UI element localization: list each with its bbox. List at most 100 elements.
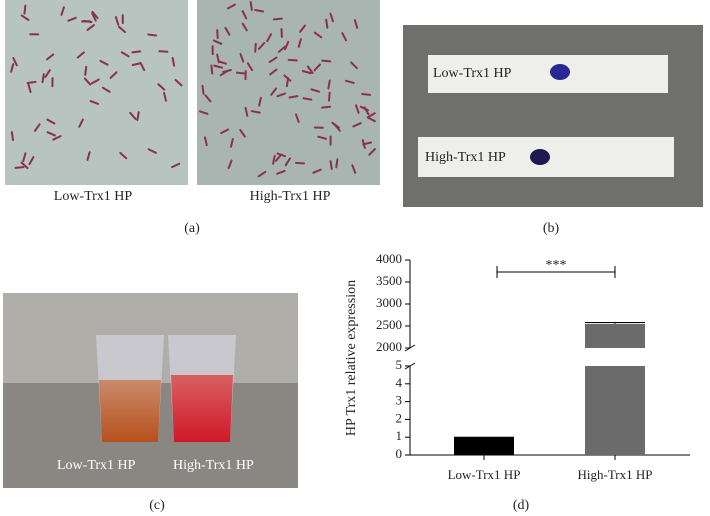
bacterium xyxy=(244,106,249,117)
bacterium xyxy=(46,118,56,125)
bacterium xyxy=(276,92,286,98)
bacterium xyxy=(353,19,359,29)
stain xyxy=(550,64,570,80)
bacterium xyxy=(302,97,313,101)
bacterium xyxy=(352,122,362,128)
bacterium xyxy=(109,71,118,79)
bacterium xyxy=(268,56,278,63)
bacterium xyxy=(198,110,209,115)
panel-label: (a) xyxy=(184,221,200,236)
bacterium xyxy=(235,71,246,75)
y-tick-label: 5 xyxy=(396,357,403,372)
bacterium xyxy=(23,4,27,15)
bacterium xyxy=(269,68,278,76)
bacterium xyxy=(67,16,77,22)
bacterium xyxy=(313,63,321,72)
y-tick-label: 3000 xyxy=(376,295,402,310)
bacterium xyxy=(355,104,360,114)
bacterium xyxy=(266,33,273,43)
bacterium xyxy=(20,14,30,21)
bacterium xyxy=(26,80,37,84)
bacterium xyxy=(254,8,265,13)
bacterium xyxy=(276,169,286,175)
cup-liquid xyxy=(99,380,161,442)
bacterium xyxy=(84,65,88,76)
bacterium xyxy=(210,64,214,75)
significance: *** xyxy=(546,258,567,273)
bacterium xyxy=(249,1,253,11)
bacterium xyxy=(366,116,376,123)
bacterium xyxy=(203,136,208,147)
bacterium xyxy=(86,151,91,161)
bacterium xyxy=(368,148,376,156)
bacterium xyxy=(277,45,287,53)
bacterium xyxy=(12,57,18,67)
bacterium xyxy=(272,154,276,165)
y-tick-label: 4000 xyxy=(376,251,402,266)
bacterium xyxy=(91,10,99,20)
bacterium xyxy=(297,38,302,48)
bacterium xyxy=(350,61,358,70)
bacterium xyxy=(329,12,334,23)
bacterium xyxy=(226,3,236,10)
bacterium xyxy=(327,91,331,102)
bacterium xyxy=(301,70,312,75)
bacterium xyxy=(250,110,261,114)
bacterium xyxy=(171,56,176,67)
bacterium xyxy=(325,18,329,29)
bacterium xyxy=(241,22,248,32)
bacterium xyxy=(254,42,257,53)
bacterium xyxy=(147,33,158,37)
bacterium xyxy=(246,62,254,72)
cup-liquid xyxy=(171,375,233,442)
bacterium xyxy=(28,156,35,166)
bacterium xyxy=(313,31,323,39)
bacterium xyxy=(117,25,127,33)
bacterium xyxy=(213,64,224,69)
bacterium xyxy=(136,111,140,122)
bacterium xyxy=(10,63,15,73)
bacterium xyxy=(321,59,332,63)
bacterium xyxy=(361,93,372,96)
x-tick-label: Low-Trx1 HP xyxy=(448,467,521,482)
bacterium xyxy=(341,32,348,42)
panel-label: (d) xyxy=(513,498,530,513)
bacterium xyxy=(45,53,55,61)
bacterium xyxy=(76,51,85,59)
y-tick-label: 2 xyxy=(396,410,403,425)
bacterium xyxy=(351,164,357,174)
y-tick-label: 0 xyxy=(396,446,403,461)
bacterium xyxy=(14,166,25,169)
bar xyxy=(585,366,645,455)
bacterium xyxy=(60,6,65,16)
bacterium xyxy=(174,78,183,87)
bacterium xyxy=(366,112,376,119)
bacterium xyxy=(276,152,287,158)
bacterium xyxy=(295,113,300,123)
panel-texts: Low-Trx1 HP High-Trx1 HP (a) Low-Trx1 HP… xyxy=(54,66,567,513)
bacterium xyxy=(345,79,355,84)
y-tick-label: 3 xyxy=(396,393,403,408)
panel-label: (b) xyxy=(543,221,560,236)
bacterium xyxy=(163,91,168,102)
bacterium xyxy=(312,168,322,174)
bacterium xyxy=(10,131,15,142)
bacterium xyxy=(327,79,331,90)
bacterium xyxy=(299,24,306,33)
y-tick-label: 2000 xyxy=(376,339,402,354)
bacterium xyxy=(217,60,227,65)
bacterium xyxy=(119,151,128,160)
bacterium xyxy=(129,111,137,120)
bacterium xyxy=(204,94,212,103)
bacterium xyxy=(86,24,95,31)
bacterium xyxy=(131,50,142,54)
y-tick-label: 3500 xyxy=(376,273,402,288)
photos xyxy=(3,0,703,488)
bacterium xyxy=(83,77,92,86)
x-tick-label: High-Trx1 HP xyxy=(577,467,652,482)
strip xyxy=(428,55,668,93)
bacterium xyxy=(89,100,100,105)
bacterium xyxy=(258,96,262,107)
bacterium xyxy=(306,65,314,74)
